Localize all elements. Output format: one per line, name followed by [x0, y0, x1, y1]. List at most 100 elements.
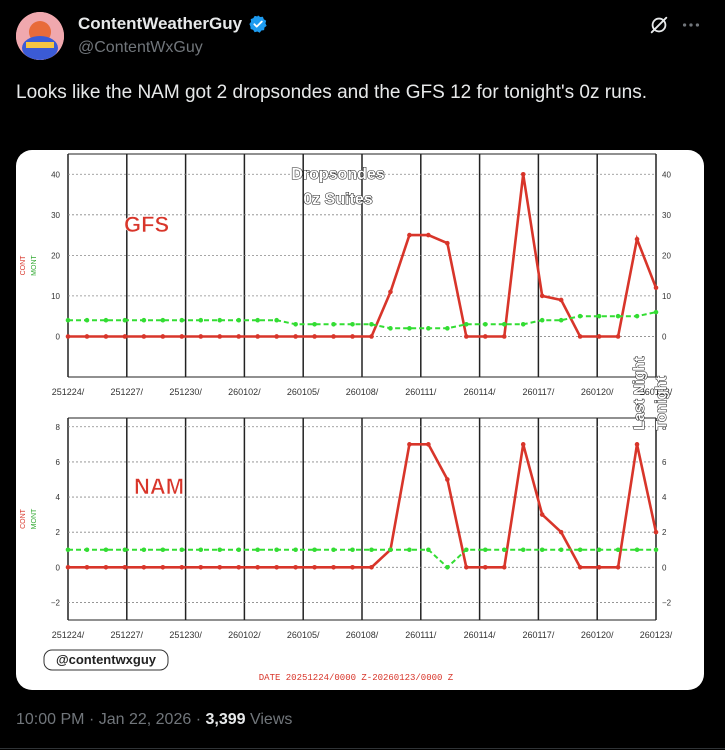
data-point-cont: [369, 565, 374, 570]
data-point-mont: [65, 317, 71, 323]
data-point-cont: [615, 565, 621, 570]
data-point-cont: [293, 334, 298, 339]
x-tick-label: 260108/: [346, 387, 379, 397]
y-tick-label-left: 40: [51, 170, 60, 179]
data-point-cont: [501, 565, 507, 570]
x-tick-label: 251230/: [169, 387, 202, 397]
series-line-cont: [68, 174, 658, 338]
data-point-mont: [520, 547, 526, 553]
data-point-cont: [65, 334, 71, 339]
data-point-mont: [179, 317, 185, 323]
data-point-cont: [274, 565, 279, 570]
tweet-date[interactable]: Jan 22, 2026: [98, 711, 192, 728]
x-tick-label: 260102/: [228, 387, 261, 397]
y-tick-label-right: 10: [662, 292, 671, 301]
y-axis-label-cont: CONT: [20, 255, 27, 276]
data-point-mont: [445, 565, 450, 570]
y-tick-label-right: 4: [662, 493, 667, 502]
data-point-mont: [558, 547, 564, 553]
data-point-mont: [426, 547, 431, 553]
avatar-image: [16, 12, 64, 60]
y-tick-label-right: 0: [662, 332, 667, 341]
data-point-cont: [236, 565, 242, 570]
data-point-cont: [596, 565, 602, 570]
tweet-time[interactable]: 10:00 PM: [16, 711, 85, 728]
x-tick-label: 260117/: [522, 387, 554, 397]
data-point-cont: [407, 442, 412, 447]
series-line-mont: [68, 548, 656, 569]
verified-badge-icon[interactable]: [248, 14, 268, 34]
data-point-mont: [179, 547, 185, 553]
author-display-name[interactable]: ContentWeatherGuy: [78, 14, 243, 33]
model-label: GFS: [124, 212, 169, 237]
data-point-cont: [634, 442, 640, 447]
x-tick-label: 251227/: [111, 630, 144, 640]
data-point-mont: [615, 547, 621, 553]
x-tick-label: 251227/: [111, 387, 144, 397]
grok-icon[interactable]: [648, 14, 670, 36]
data-point-mont: [217, 317, 223, 323]
x-tick-label: 260108/: [346, 630, 379, 640]
x-tick-label: 260120/: [581, 387, 614, 397]
data-point-cont: [255, 565, 260, 570]
data-point-mont: [331, 547, 336, 553]
data-point-mont: [653, 309, 659, 315]
data-point-cont: [103, 334, 109, 339]
tweet-media-chart[interactable]: 0 0 10 10 20 20 30 30 40 40 CONT MONT 251224/251227/…: [16, 150, 704, 690]
y-tick-label-right: 0: [662, 563, 667, 572]
data-point-cont: [520, 442, 526, 447]
x-tick-label: 260105/: [287, 387, 320, 397]
data-point-cont: [615, 334, 621, 339]
data-point-mont: [407, 547, 412, 553]
data-point-mont: [255, 547, 260, 553]
y-axis-label-cont: CONT: [20, 508, 27, 529]
y-tick-label-left: 10: [51, 292, 60, 301]
data-point-mont: [217, 547, 223, 553]
x-tick-label: 260111/: [405, 387, 437, 397]
data-point-cont: [539, 293, 545, 299]
data-point-cont: [482, 334, 488, 339]
data-point-mont: [520, 321, 526, 327]
y-tick-label-left: 4: [56, 493, 61, 502]
data-point-mont: [122, 317, 128, 323]
data-point-cont: [634, 236, 640, 242]
data-point-mont: [653, 547, 659, 553]
x-tick-label: 260114/: [464, 630, 496, 640]
data-point-cont: [84, 565, 90, 570]
data-point-cont: [179, 334, 185, 339]
data-point-cont: [445, 477, 450, 482]
data-point-cont: [198, 334, 204, 339]
more-options-icon[interactable]: [680, 14, 702, 36]
data-point-mont: [84, 317, 90, 323]
views-label: Views: [249, 711, 293, 728]
y-tick-label-left: 0: [56, 332, 61, 341]
data-point-mont: [577, 547, 583, 553]
data-point-cont: [198, 565, 204, 570]
data-point-cont: [653, 529, 659, 535]
y-tick-label-left: 2: [56, 528, 61, 537]
x-axis-label: DATE 20251224/0000 Z-20260123/0000 Z: [259, 673, 454, 683]
series-line-mont: [68, 311, 657, 330]
data-point-cont: [426, 232, 431, 238]
author-handle[interactable]: @ContentWxGuy: [78, 39, 203, 56]
data-point-cont: [501, 334, 507, 339]
data-point-mont: [65, 547, 71, 553]
data-point-cont: [596, 334, 602, 339]
y-tick-label-right: −2: [662, 598, 672, 607]
data-point-cont: [217, 334, 223, 339]
annotation-last-night: Last Night: [631, 357, 648, 430]
data-point-mont: [596, 313, 602, 319]
data-point-mont: [293, 321, 298, 327]
x-tick-label: 260102/: [228, 630, 261, 640]
data-point-mont: [122, 547, 128, 553]
data-point-mont: [558, 317, 564, 323]
data-point-mont: [198, 547, 204, 553]
y-tick-label-left: 0: [56, 563, 61, 572]
data-point-cont: [141, 334, 147, 339]
data-point-mont: [388, 326, 393, 331]
avatar[interactable]: [16, 12, 64, 60]
data-point-mont: [84, 547, 90, 553]
data-point-mont: [539, 547, 545, 553]
data-point-mont: [596, 547, 602, 553]
data-point-cont: [103, 565, 109, 570]
